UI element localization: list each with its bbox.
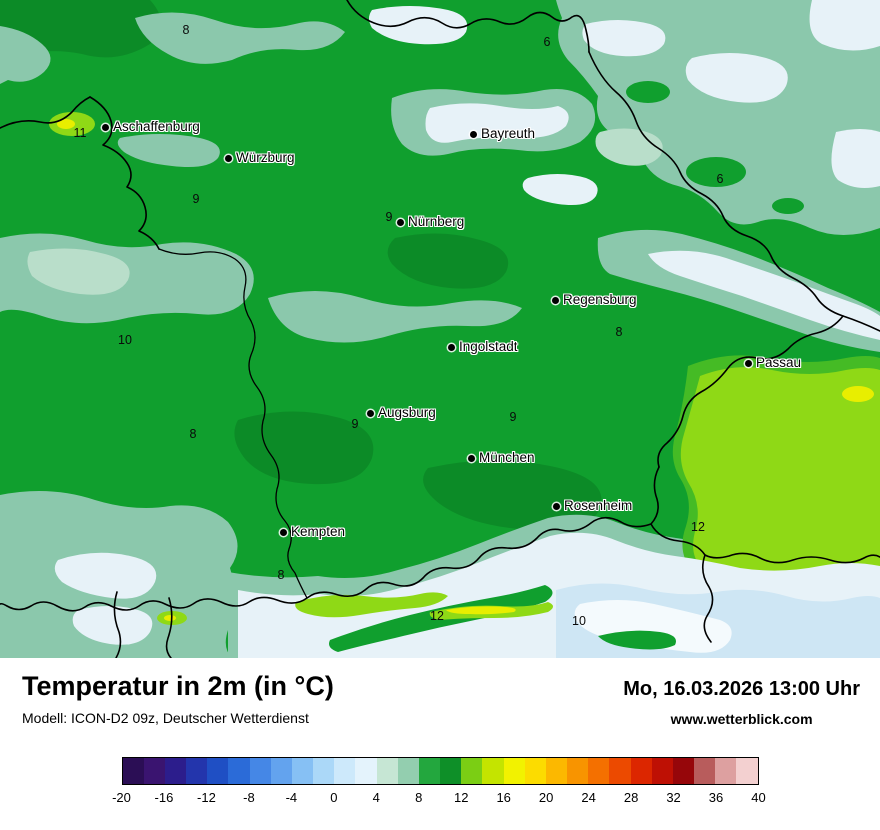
website-label: www.wetterblick.com [670,711,813,727]
border-line [113,591,122,658]
legend-color-segment [545,758,568,784]
legend-color-segment [376,758,398,784]
legend-color-segment [313,758,335,784]
legend-color-segment [334,758,356,784]
map-title: Temperatur in 2m (in °C) [22,671,334,701]
legend-color-segment [567,758,589,784]
legend-color-segment [122,758,144,784]
border-line [0,96,91,129]
temperature-map-graphic [0,0,880,658]
legend-tick-label: 20 [538,790,554,805]
legend-color-segment [270,758,292,784]
legend-color-segment [397,758,419,784]
legend-tick-label: -4 [285,790,298,805]
legend-tick-label: 16 [496,790,511,805]
model-info: Modell: ICON-D2 09z, Deutscher Wetterdie… [22,709,309,726]
weather-map: 8 6 11 9 6 9 10 8 8 9 9 12 8 12 10 Aschaffenburg Würzbu… [0,0,880,658]
footer: Temperatur in 2m (in °C) Modell: ICON-D2… [0,658,880,830]
legend-color-segment [228,758,250,784]
legend-tick-label: 4 [372,790,380,805]
legend-color-segment [630,758,652,784]
legend-tick-label: 28 [623,790,639,805]
legend-tick-label: 0 [330,790,338,805]
legend: -20 -16 -12 -8 -4 0 4 8 12 16 20 24 28 32 36 40 [112,757,766,806]
legend-color-segment [418,758,441,784]
legend-tick-label: -12 [197,790,216,805]
footer-right: Mo, 16.03.2026 13:00 Uhr www.wetterblick… [623,672,860,727]
datetime-label: Mo, 16.03.2026 13:00 Uhr [623,678,860,700]
border-line [158,248,308,599]
legend-color-segment [355,758,377,784]
legend-tick-label: 36 [708,790,724,805]
legend-color-segment [186,758,208,784]
border-line [346,0,590,53]
legend-color-segment [482,758,504,784]
legend-color-segment [461,758,483,784]
legend-tick-label: 24 [581,790,596,805]
border-line [650,466,880,564]
legend-color-segment [651,758,673,784]
legend-color-segment [694,758,716,784]
legend-color-segment [440,758,462,784]
legend-color-segment [672,758,695,784]
border-line [588,51,880,332]
legend-color-segment [524,758,546,784]
legend-color-segment [249,758,271,784]
border-line [701,554,714,643]
legend-tick-label: 8 [415,790,423,805]
legend-tick-label: 40 [751,790,766,805]
footer-left: Temperatur in 2m (in °C) Modell: ICON-D2… [22,671,334,726]
border-line [89,96,160,250]
legend-tick-label: -16 [154,790,174,805]
border-line [657,315,844,468]
legend-tick-label: 32 [666,790,681,805]
legend-color-segment [291,758,314,784]
legend-tick-label: -8 [243,790,255,805]
legend-ticks: -20 -16 -12 -8 -4 0 4 8 12 16 20 24 28 32 36 40 [112,790,766,806]
terrain-layer [0,0,880,658]
legend-color-segment [609,758,631,784]
legend-tick-label: 12 [453,790,469,805]
legend-color-segment [207,758,229,784]
border-layer [0,0,880,658]
legend-color-segment [715,758,737,784]
legend-tick-label: -20 [112,790,131,805]
legend-color-segment [736,758,758,784]
legend-color-segment [143,758,165,784]
border-line [165,597,173,658]
legend-color-segment [164,758,187,784]
footer-text-row: Temperatur in 2m (in °C) Modell: ICON-D2… [0,658,880,727]
legend-color-segment [503,758,525,784]
legend-color-segment [588,758,610,784]
legend-colorbar [121,757,759,785]
